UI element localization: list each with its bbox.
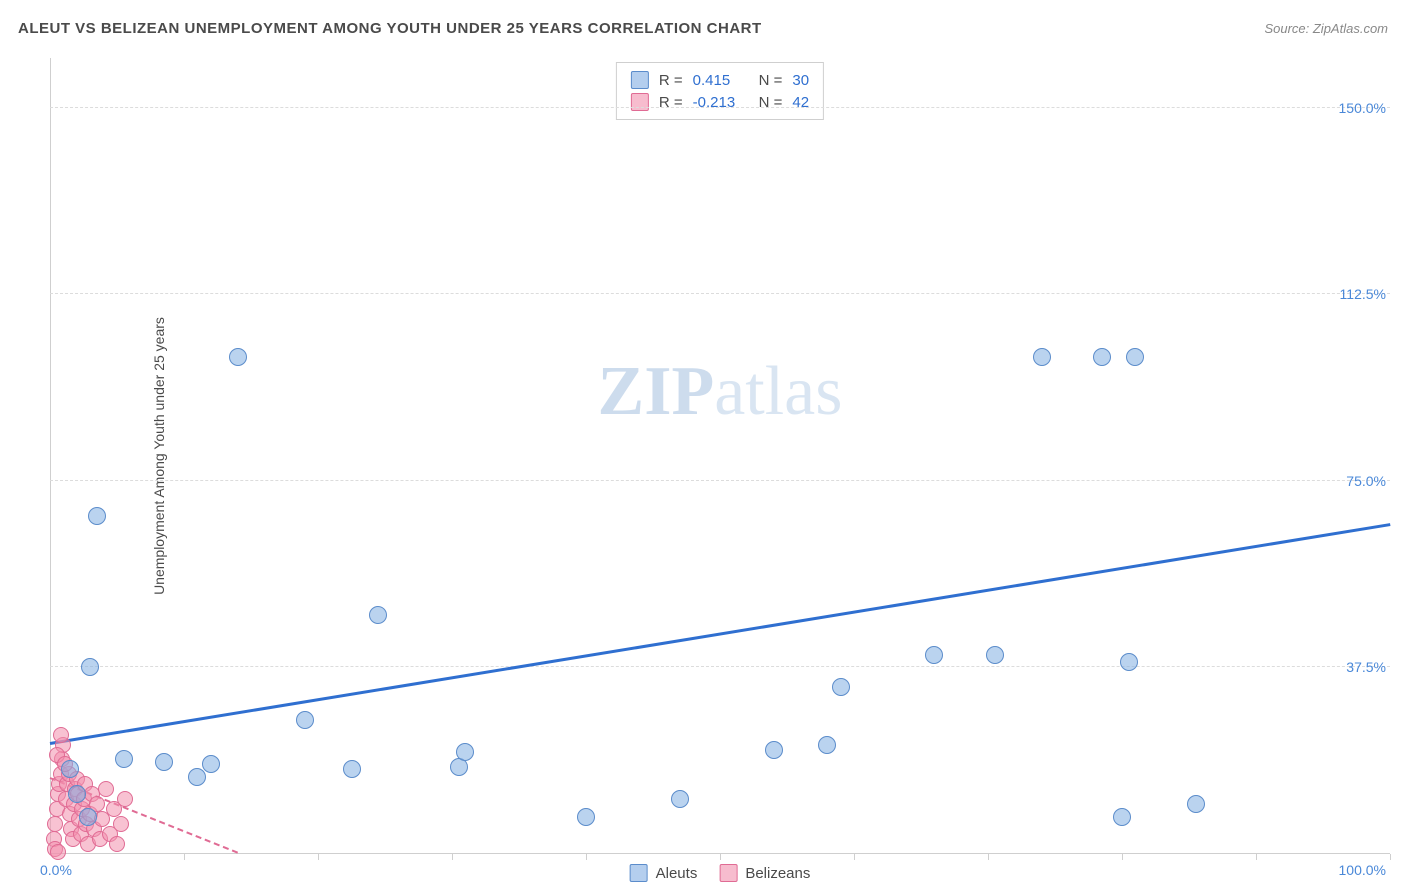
- data-point-blue: [343, 760, 361, 778]
- source-label: Source: ZipAtlas.com: [1264, 21, 1388, 36]
- data-point-pink: [113, 816, 129, 832]
- data-point-blue: [577, 808, 595, 826]
- legend-label-belizeans: Belizeans: [745, 865, 810, 882]
- x-origin-label: 0.0%: [40, 862, 72, 878]
- data-point-blue: [202, 755, 220, 773]
- swatch-belizeans-icon: [631, 93, 649, 111]
- stats-row-aleuts: R = 0.415 N = 30: [631, 69, 809, 91]
- data-point-blue: [229, 348, 247, 366]
- x-tick: [988, 854, 989, 860]
- x-tick: [184, 854, 185, 860]
- grid-line: [50, 107, 1390, 108]
- legend-swatch-aleuts-icon: [630, 864, 648, 882]
- r-value-belizeans: -0.213: [693, 94, 743, 111]
- legend-item-belizeans: Belizeans: [719, 864, 810, 882]
- data-point-pink: [53, 727, 69, 743]
- data-point-blue: [115, 750, 133, 768]
- x-tick: [1122, 854, 1123, 860]
- r-value-aleuts: 0.415: [693, 72, 743, 89]
- data-point-blue: [88, 507, 106, 525]
- plot-region: ZIPatlas R = 0.415 N = 30 R = -0.213 N =…: [50, 58, 1390, 854]
- data-point-blue: [296, 711, 314, 729]
- data-point-blue: [986, 646, 1004, 664]
- watermark: ZIPatlas: [598, 352, 843, 432]
- data-point-pink: [50, 844, 66, 860]
- data-point-pink: [117, 791, 133, 807]
- stats-row-belizeans: R = -0.213 N = 42: [631, 91, 809, 113]
- data-point-blue: [765, 741, 783, 759]
- data-point-blue: [671, 790, 689, 808]
- n-label: N =: [759, 94, 783, 111]
- y-tick-label: 112.5%: [1340, 286, 1386, 302]
- data-point-blue: [818, 736, 836, 754]
- r-label: R =: [659, 72, 683, 89]
- x-tick: [720, 854, 721, 860]
- data-point-blue: [1033, 348, 1051, 366]
- data-point-blue: [1120, 653, 1138, 671]
- y-tick-label: 37.5%: [1346, 659, 1386, 675]
- r-label: R =: [659, 94, 683, 111]
- data-point-blue: [456, 743, 474, 761]
- y-tick-label: 75.0%: [1346, 473, 1386, 489]
- data-point-blue: [1126, 348, 1144, 366]
- data-point-pink: [109, 836, 125, 852]
- swatch-aleuts-icon: [631, 71, 649, 89]
- y-tick-label: 150.0%: [1339, 100, 1386, 116]
- grid-line: [50, 480, 1390, 481]
- x-tick: [1256, 854, 1257, 860]
- chart-area: Unemployment Among Youth under 25 years …: [50, 58, 1390, 854]
- data-point-blue: [1187, 795, 1205, 813]
- data-point-blue: [925, 646, 943, 664]
- watermark-atlas: atlas: [714, 353, 842, 430]
- legend: Aleuts Belizeans: [630, 864, 811, 882]
- data-point-blue: [832, 678, 850, 696]
- x-tick: [854, 854, 855, 860]
- data-point-blue: [155, 753, 173, 771]
- n-label: N =: [759, 72, 783, 89]
- data-point-blue: [1093, 348, 1111, 366]
- data-point-blue: [68, 785, 86, 803]
- legend-item-aleuts: Aleuts: [630, 864, 698, 882]
- watermark-zip: ZIP: [598, 353, 715, 430]
- trend-line-blue: [50, 523, 1390, 745]
- x-tick: [318, 854, 319, 860]
- x-tick: [586, 854, 587, 860]
- n-value-aleuts: 30: [792, 72, 809, 89]
- legend-label-aleuts: Aleuts: [656, 865, 698, 882]
- x-max-label: 100.0%: [1339, 862, 1386, 878]
- data-point-pink: [98, 781, 114, 797]
- legend-swatch-belizeans-icon: [719, 864, 737, 882]
- chart-title: ALEUT VS BELIZEAN UNEMPLOYMENT AMONG YOU…: [18, 20, 762, 37]
- x-tick: [1390, 854, 1391, 860]
- data-point-blue: [1113, 808, 1131, 826]
- data-point-blue: [61, 760, 79, 778]
- data-point-blue: [81, 658, 99, 676]
- y-axis: [50, 58, 51, 854]
- data-point-blue: [369, 606, 387, 624]
- grid-line: [50, 666, 1390, 667]
- n-value-belizeans: 42: [792, 94, 809, 111]
- data-point-blue: [79, 808, 97, 826]
- x-tick: [452, 854, 453, 860]
- data-point-pink: [47, 816, 63, 832]
- grid-line: [50, 293, 1390, 294]
- chart-header: ALEUT VS BELIZEAN UNEMPLOYMENT AMONG YOU…: [18, 20, 1388, 37]
- correlation-stats-box: R = 0.415 N = 30 R = -0.213 N = 42: [616, 62, 824, 120]
